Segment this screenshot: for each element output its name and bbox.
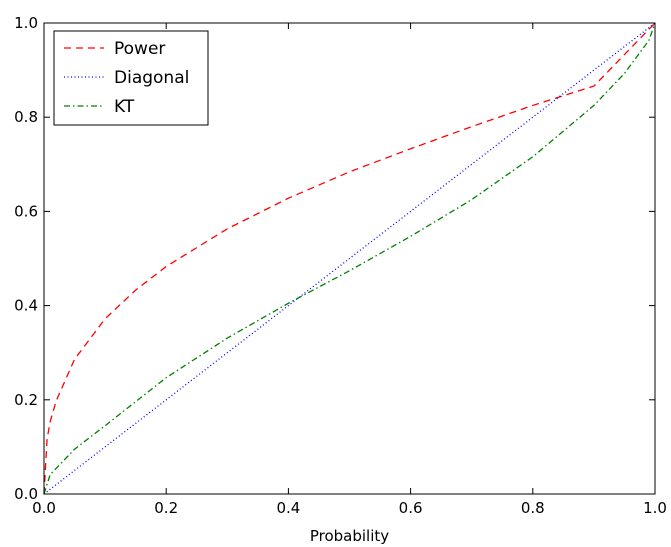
series-line-power [43, 22, 656, 495]
y-tick-label: 0.2 [14, 391, 38, 409]
y-tick-label: 0.0 [14, 485, 38, 503]
x-tick-label: 0.2 [154, 499, 178, 517]
y-tick-label: 1.0 [14, 14, 38, 32]
x-tick-label: 0.8 [521, 499, 545, 517]
x-tick-label: 0.4 [276, 499, 300, 517]
y-tick-label: 0.8 [14, 108, 38, 126]
y-tick-label: 0.6 [14, 202, 38, 220]
plot-frame [43, 22, 656, 495]
legend: Power Diagonal KT [53, 30, 209, 126]
x-axis-label: Probability [310, 527, 389, 545]
legend-label-diagonal: Diagonal [114, 68, 189, 88]
x-tick-label: 1.0 [643, 499, 667, 517]
x-tick-label: 0.0 [32, 499, 56, 517]
series-line-diagonal [43, 22, 656, 495]
legend-label-kt: KT [114, 97, 135, 117]
x-tick-label: 0.6 [399, 499, 423, 517]
legend-box [53, 30, 209, 126]
y-tick-label: 0.4 [14, 297, 38, 315]
series-line-kt [43, 22, 656, 495]
legend-label-power: Power [114, 39, 165, 59]
ticks-layer: 0.0 0.2 0.4 0.6 0.8 1.0 0.0 0.2 0.4 0.6 0.8 1.0 [14, 14, 667, 517]
series-layer [43, 22, 656, 495]
